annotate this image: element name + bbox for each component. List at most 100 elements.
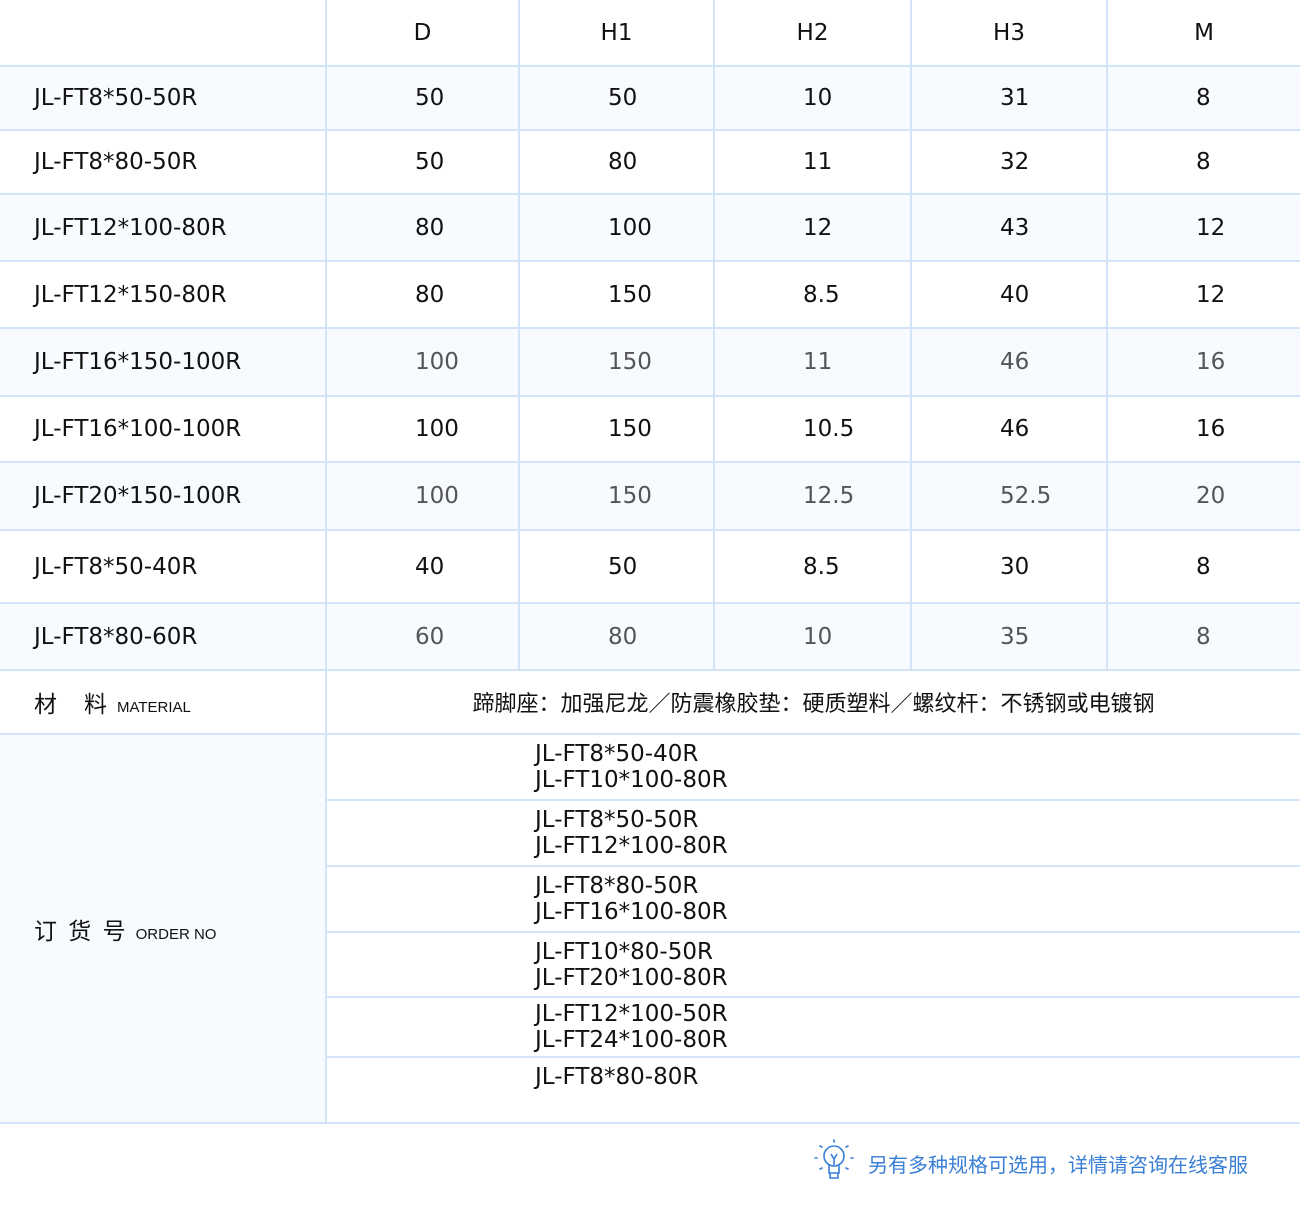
- value-cell: 150: [518, 395, 715, 463]
- value-cell: 8.5: [713, 529, 912, 604]
- order-number: JL-FT10*100-80R: [535, 767, 728, 793]
- value-cell: 12: [1106, 260, 1300, 329]
- model-cell: JL-FT8*50-50R: [0, 65, 327, 131]
- model-cell: JL-FT8*80-60R: [0, 602, 327, 671]
- value-cell: 31: [910, 65, 1108, 131]
- header-row: D H1 H2 H3 M: [0, 0, 1300, 67]
- order-cell: JL-FT10*80-50RJL-FT20*100-80R: [326, 931, 1300, 998]
- table-row: JL-FT12*150-80R 80 150 8.5 40 12: [0, 260, 1300, 329]
- value-cell: 8: [1106, 602, 1300, 671]
- column-header: H3: [910, 0, 1108, 67]
- value-cell: 150: [518, 461, 715, 531]
- value-cell: 12: [713, 193, 912, 262]
- order-row: JL-FT8*50-50RJL-FT12*100-80R: [0, 799, 1300, 867]
- value-cell: 20: [1106, 461, 1300, 531]
- value-cell: 12.5: [713, 461, 912, 531]
- material-label: 材 料 MATERIAL: [0, 669, 327, 735]
- value-cell: 80: [518, 602, 715, 671]
- value-cell: 35: [910, 602, 1108, 671]
- order-number: JL-FT8*50-40R: [535, 741, 699, 767]
- value-cell: 8: [1106, 65, 1300, 131]
- value-cell: 46: [910, 395, 1108, 463]
- value-cell: 12: [1106, 193, 1300, 262]
- value-cell: 150: [518, 260, 715, 329]
- value-cell: 16: [1106, 395, 1300, 463]
- value-cell: 100: [325, 461, 520, 531]
- order-cell: JL-FT8*50-50RJL-FT12*100-80R: [326, 799, 1300, 867]
- value-cell: 50: [518, 65, 715, 131]
- value-cell: 10: [713, 65, 912, 131]
- value-cell: 100: [325, 395, 520, 463]
- value-cell: 8: [1106, 529, 1300, 604]
- value-cell: 50: [325, 65, 520, 131]
- order-number: JL-FT8*80-80R: [535, 1064, 699, 1090]
- order-number: JL-FT12*100-80R: [535, 833, 728, 859]
- table-row: JL-FT16*150-100R 100 150 11 46 16: [0, 327, 1300, 397]
- column-header: H1: [518, 0, 715, 67]
- material-row: 材 料 MATERIAL 蹄脚座：加强尼龙／防震橡胶垫：硬质塑料／螺纹杆：不锈钢或电…: [0, 669, 1300, 735]
- note-text: 另有多种规格可选用，详情请咨询在线客服: [868, 1152, 1248, 1177]
- value-cell: 11: [713, 327, 912, 397]
- order-cell: JL-FT8*80-80R: [326, 1056, 1300, 1124]
- column-header: [0, 0, 327, 67]
- value-cell: 80: [518, 129, 715, 195]
- order-label-cn: 订 货 号: [34, 918, 128, 945]
- order-cell: JL-FT8*80-50RJL-FT16*100-80R: [326, 865, 1300, 933]
- order-cell: JL-FT12*100-50RJL-FT24*100-80R: [326, 996, 1300, 1058]
- value-cell: 10.5: [713, 395, 912, 463]
- footer-note: 另有多种规格可选用，详情请咨询在线客服: [812, 1138, 1248, 1188]
- table-row: JL-FT8*80-60R 60 80 10 35 8: [0, 602, 1300, 671]
- value-cell: 100: [518, 193, 715, 262]
- value-cell: 52.5: [910, 461, 1108, 531]
- value-cell: 80: [325, 260, 520, 329]
- value-cell: 150: [518, 327, 715, 397]
- material-label-cn: 材 料: [34, 692, 109, 718]
- value-cell: 100: [325, 327, 520, 397]
- table-row: JL-FT16*100-100R 100 150 10.5 46 16: [0, 395, 1300, 463]
- order-row: JL-FT8*80-80R: [0, 1056, 1300, 1124]
- order-label-en: ORDER NO: [135, 925, 217, 943]
- value-cell: 50: [325, 129, 520, 195]
- value-cell: 16: [1106, 327, 1300, 397]
- table-row: JL-FT20*150-100R 100 150 12.5 52.5 20: [0, 461, 1300, 531]
- column-header: M: [1106, 0, 1300, 67]
- value-cell: 50: [518, 529, 715, 604]
- order-row: JL-FT10*80-50RJL-FT20*100-80R: [0, 931, 1300, 998]
- order-number: JL-FT10*80-50R: [535, 938, 713, 965]
- order-row: JL-FT12*100-50RJL-FT24*100-80R: [0, 996, 1300, 1058]
- value-cell: 80: [325, 193, 520, 262]
- spec-table: D H1 H2 H3 M JL-FT8*50-50R 50 50 10 31 8 JL-FT8*80-…: [0, 0, 1300, 1124]
- model-cell: JL-FT20*150-100R: [0, 461, 327, 531]
- table-row: JL-FT8*80-50R 50 80 11 32 8: [0, 129, 1300, 195]
- column-header: H2: [713, 0, 912, 67]
- value-cell: 11: [713, 129, 912, 195]
- model-cell: JL-FT8*80-50R: [0, 129, 327, 195]
- model-cell: JL-FT16*150-100R: [0, 327, 327, 397]
- model-cell: JL-FT12*100-80R: [0, 193, 327, 262]
- table-row: JL-FT8*50-40R 40 50 8.5 30 8: [0, 529, 1300, 604]
- value-cell: 8: [1106, 129, 1300, 195]
- column-header: D: [325, 0, 520, 67]
- material-value: 蹄脚座：加强尼龙／防震橡胶垫：硬质塑料／螺纹杆：不锈钢或电镀钢: [325, 669, 1300, 735]
- order-cell: JL-FT8*50-40RJL-FT10*100-80R: [325, 733, 1300, 801]
- value-cell: 10: [713, 602, 912, 671]
- value-cell: 46: [910, 327, 1108, 397]
- value-cell: 40: [910, 260, 1108, 329]
- order-number: JL-FT8*80-50R: [535, 873, 699, 899]
- order-row: 订 货 号 ORDER NO JL-FT8*50-40RJL-FT10*100-80…: [0, 733, 1300, 1124]
- table-row: JL-FT12*100-80R 80 100 12 43 12: [0, 193, 1300, 262]
- value-cell: 32: [910, 129, 1108, 195]
- order-number: JL-FT24*100-80R: [535, 1027, 728, 1053]
- model-cell: JL-FT12*150-80R: [0, 260, 327, 329]
- value-cell: 60: [325, 602, 520, 671]
- lightbulb-icon: [814, 1139, 854, 1179]
- model-cell: JL-FT8*50-40R: [0, 529, 327, 604]
- table-row: JL-FT8*50-50R 50 50 10 31 8: [0, 65, 1300, 131]
- order-number: JL-FT12*100-50R: [535, 1001, 728, 1027]
- order-number: JL-FT16*100-80R: [535, 899, 728, 925]
- material-label-en: MATERIAL: [117, 699, 191, 716]
- order-number: JL-FT8*50-50R: [535, 807, 699, 833]
- model-cell: JL-FT16*100-100R: [0, 395, 327, 463]
- value-cell: 8.5: [713, 260, 912, 329]
- order-number: JL-FT20*100-80R: [535, 964, 728, 991]
